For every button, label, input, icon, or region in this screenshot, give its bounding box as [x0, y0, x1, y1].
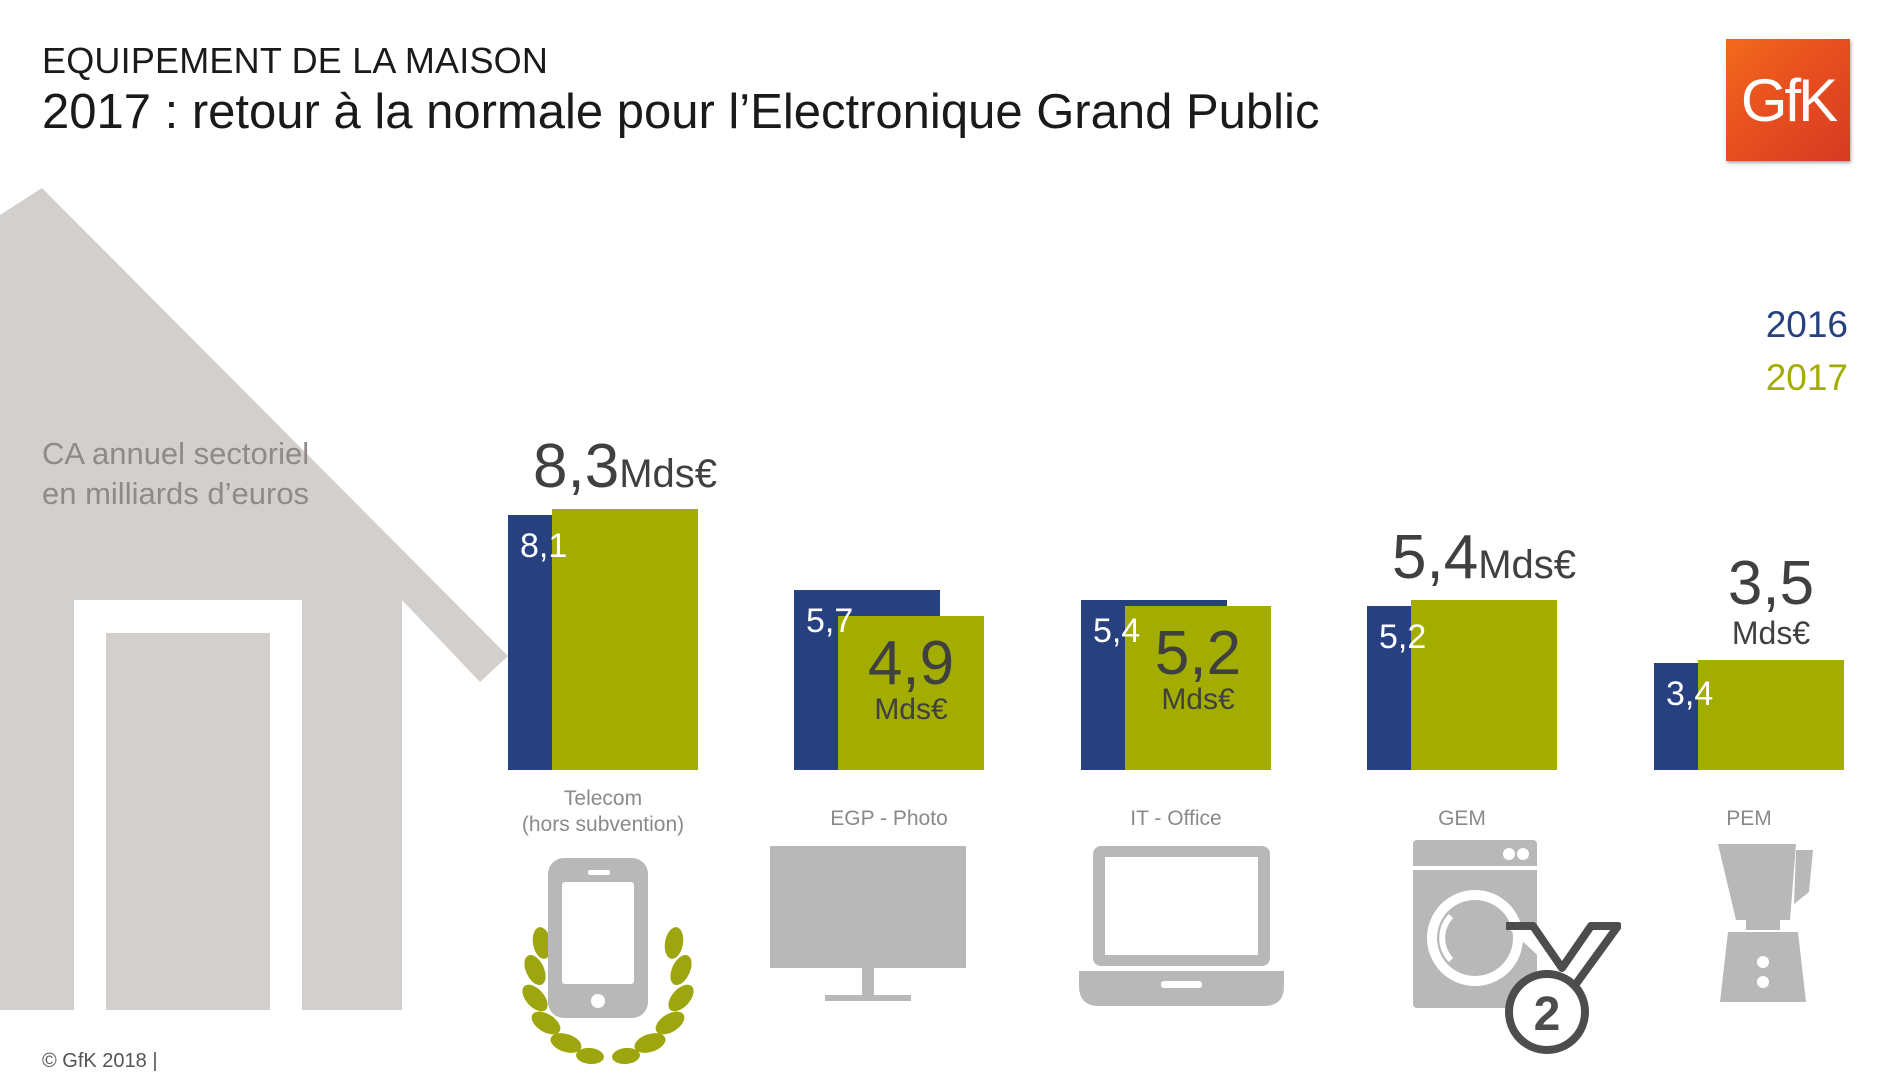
label-2017-unit-3: Mds€: [1161, 683, 1235, 717]
label-2017-2: 4,9 Mds€: [781, 628, 1041, 726]
gfk-logo: GfK: [1726, 39, 1850, 161]
label-2017-value-4: 5,4: [1391, 522, 1479, 592]
label-2016-4: 5,2: [1379, 618, 1427, 657]
smartphone-laurel-icon: [522, 858, 694, 1065]
svg-text:2: 2: [1534, 988, 1561, 1041]
footer-copyright: © GfK 2018 |: [42, 1050, 158, 1072]
category-label-5-line-1: PEM: [1726, 807, 1772, 830]
bar-2017-2: [838, 615, 984, 770]
washing-machine-medal-icon: 2: [1413, 840, 1621, 1054]
y-axis-label-line-2: en milliards d’euros: [42, 476, 310, 511]
category-label-1-line-1: Telecom: [563, 787, 643, 810]
laptop-icon: [1079, 846, 1284, 1006]
category-label-4: GEM: [1342, 806, 1582, 832]
label-2017-3: 5,2 Mds€: [1068, 619, 1328, 717]
television-icon: [770, 846, 966, 1001]
category-label-2-line-1: EGP - Photo: [830, 807, 948, 830]
category-label-5: PEM: [1629, 806, 1869, 832]
legend-2016: 2016: [1765, 304, 1848, 345]
bar-2017-4: [1411, 599, 1557, 770]
label-2017-value-5: 3,5: [1727, 548, 1815, 618]
category-label-3-line-1: IT - Office: [1130, 807, 1222, 830]
label-2017-value-3: 5,2: [1154, 619, 1242, 689]
label-2017-1: 8,3Mds€: [495, 431, 755, 502]
label-2017-unit-1: Mds€: [619, 451, 717, 496]
category-label-3: IT - Office: [1056, 806, 1296, 832]
label-2017-4: 5,4Mds€: [1354, 522, 1614, 593]
label-2017-value-2: 4,9: [867, 628, 955, 698]
y-axis-label-line-1: CA annuel sectoriel: [42, 436, 310, 471]
bar-2017-5: [1698, 659, 1844, 770]
label-2017-5: 3,5 Mds€: [1641, 548, 1893, 652]
label-2016-2: 5,7: [806, 602, 854, 641]
bar-2017-3: [1125, 606, 1271, 770]
bar-2017-1: [552, 508, 698, 770]
house-background: [0, 188, 508, 1010]
page-title: 2017 : retour à la normale pour l’Electr…: [42, 85, 1320, 139]
label-2017-value-1: 8,3: [532, 431, 620, 501]
y-axis-label: CA annuel sectoriel en milliards d’euros: [42, 434, 309, 514]
category-label-1: Telecom (hors subvention): [483, 786, 723, 838]
category-label-1-line-2: (hors subvention): [521, 813, 685, 836]
category-label-4-line-1: GEM: [1438, 807, 1486, 830]
label-2017-unit-2: Mds€: [874, 692, 948, 726]
label-2017-unit-4: Mds€: [1478, 542, 1576, 587]
page-kicker: EQUIPEMENT DE LA MAISON: [42, 40, 549, 81]
blender-icon: [1718, 844, 1813, 1002]
category-label-2: EGP - Photo: [769, 806, 1009, 832]
label-2016-3: 5,4: [1093, 611, 1141, 650]
label-2016-1: 8,1: [520, 526, 568, 565]
label-2016-5: 3,4: [1666, 674, 1714, 713]
legend-2017: 2017: [1765, 357, 1848, 398]
label-2017-unit-5: Mds€: [1731, 614, 1811, 651]
